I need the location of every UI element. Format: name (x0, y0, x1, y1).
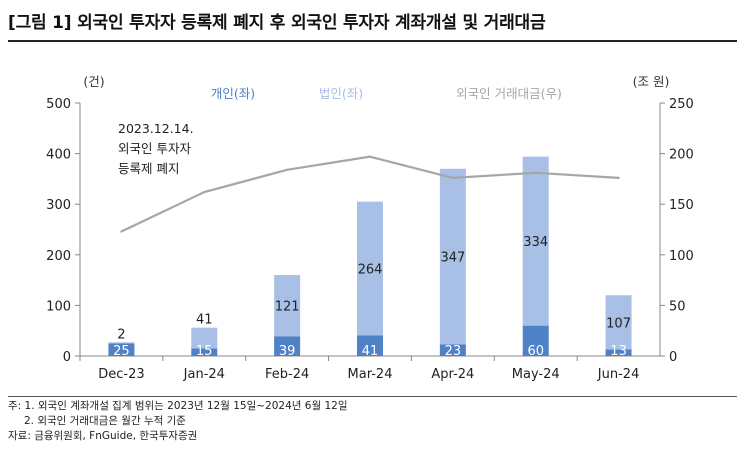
line-point-trading-value (534, 171, 537, 175)
y-left-tick-label: 500 (46, 97, 71, 112)
bar-corporate (108, 342, 135, 344)
y-right-tick-label: 50 (669, 299, 686, 314)
data-label-corporate: 41 (196, 313, 213, 328)
bar-individual (439, 344, 466, 356)
line-point-trading-value (120, 230, 123, 233)
footnotes: 주: 1. 외국인 계좌개설 집계 범위는 2023년 12월 15일~2024… (8, 399, 347, 444)
data-label-individual: 15 (196, 344, 213, 359)
figure-title: [그림 1] 외국인 투자자 등록제 폐지 후 외국인 투자자 계좌개설 및 거… (8, 13, 546, 33)
y-right-tick-label: 250 (669, 97, 694, 112)
source-note: 자료: 금융위원회, FnGuide, 한국투자증권 (8, 430, 198, 442)
data-label-corporate: 347 (440, 251, 465, 266)
bar-individual (605, 349, 632, 356)
data-label-individual: 41 (362, 344, 379, 359)
title-divider (8, 40, 737, 42)
bar-corporate (357, 201, 383, 336)
bar-corporate (274, 275, 301, 337)
data-label-individual: 25 (113, 344, 130, 359)
line-point-trading-value (203, 190, 206, 194)
y-left-tick-label: 400 (46, 148, 71, 163)
legend-label-trading-value: 외국인 거래대금(우) (456, 86, 562, 101)
data-label-individual: 13 (610, 344, 627, 359)
bar-individual (191, 348, 218, 356)
data-label-individual: 39 (279, 344, 296, 359)
y-left-unit-label: (건) (83, 74, 104, 89)
y-right-tick-label: 200 (669, 148, 694, 163)
bar-individual (108, 343, 135, 356)
data-label-individual: 60 (527, 344, 544, 359)
annotation-line-2: 외국인 투자자 (118, 141, 191, 156)
y-left-tick-label: 0 (63, 350, 71, 365)
x-tick-label: Feb-24 (265, 367, 309, 382)
x-tick-label: May-24 (512, 367, 560, 382)
y-right-tick-label: 150 (669, 198, 694, 213)
y-left-tick-label: 100 (46, 299, 71, 314)
line-point-trading-value (617, 176, 620, 180)
y-right-tick-label: 0 (669, 350, 677, 365)
x-tick-label: Jan-24 (183, 367, 225, 382)
bar-corporate (439, 168, 466, 345)
bar-corporate (605, 295, 632, 350)
x-tick-label: Dec-23 (98, 367, 144, 382)
x-tick-label: Mar-24 (348, 367, 393, 382)
annotation-line-3: 등록제 폐지 (118, 161, 179, 176)
data-label-corporate: 107 (606, 316, 631, 331)
data-label-corporate: 264 (358, 262, 383, 277)
footnote-1: 주: 1. 외국인 계좌개설 집계 범위는 2023년 12월 15일~2024… (8, 400, 348, 412)
bar-corporate (191, 327, 218, 349)
legend-label-corporate: 법인(좌) (319, 86, 363, 101)
y-left-tick-label: 300 (46, 198, 71, 213)
bar-individual (274, 336, 301, 356)
y-right-unit-label: (조 원) (633, 74, 670, 89)
line-point-trading-value (451, 176, 455, 180)
data-label-individual: 23 (445, 344, 462, 359)
y-left-tick-label: 200 (46, 249, 71, 264)
bar-corporate (522, 156, 549, 326)
bar-individual (522, 325, 549, 356)
line-point-trading-value (368, 155, 372, 158)
legend-label-individual: 개인(좌) (211, 86, 255, 101)
notes-divider (8, 396, 737, 397)
line-point-trading-value (285, 168, 289, 171)
data-label-corporate: 334 (523, 235, 548, 250)
footnote-2: 2. 외국인 거래대금은 월간 누적 기준 (24, 415, 186, 427)
data-label-corporate: 121 (275, 300, 300, 315)
x-tick-label: Apr-24 (431, 367, 474, 382)
annotation-line-1: 2023.12.14. (118, 121, 194, 136)
chart: (건) (조 원) 개인(좌) 법인(좌) 외국인 거래대금(우) 2023.1… (46, 74, 694, 382)
data-label-corporate: 2 (117, 327, 125, 342)
x-tick-label: Jun-24 (597, 367, 640, 382)
bar-individual (357, 335, 383, 356)
y-right-tick-label: 100 (669, 249, 694, 264)
